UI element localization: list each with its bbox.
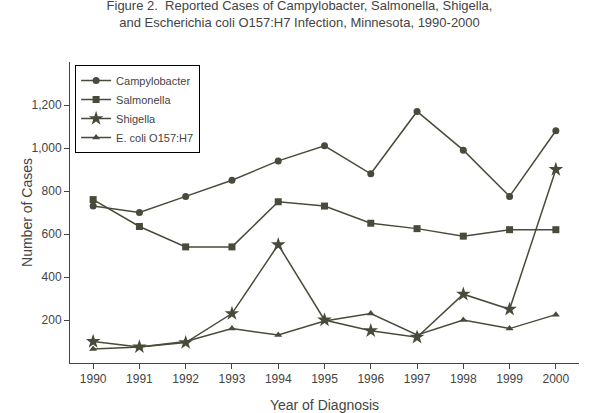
- svg-text:2000: 2000: [543, 372, 570, 386]
- svg-text:1996: 1996: [357, 372, 384, 386]
- svg-text:Year of Diagnosis: Year of Diagnosis: [270, 397, 379, 413]
- svg-text:Shigella: Shigella: [116, 113, 156, 125]
- svg-text:1990: 1990: [80, 372, 107, 386]
- svg-text:600: 600: [42, 227, 62, 241]
- svg-text:1991: 1991: [126, 372, 153, 386]
- svg-text:Figure 2. Reported Cases of C: Figure 2. Reported Cases of Campylobacte…: [107, 0, 493, 30]
- svg-text:1,000: 1,000: [32, 141, 62, 155]
- svg-text:800: 800: [42, 184, 62, 198]
- svg-text:200: 200: [42, 313, 62, 327]
- svg-text:400: 400: [42, 270, 62, 284]
- svg-text:1994: 1994: [265, 372, 292, 386]
- svg-text:1993: 1993: [219, 372, 246, 386]
- svg-text:Salmonella: Salmonella: [116, 94, 171, 106]
- svg-text:1999: 1999: [496, 372, 523, 386]
- svg-text:E. coli O157:H7: E. coli O157:H7: [116, 132, 193, 144]
- svg-text:1,200: 1,200: [32, 98, 62, 112]
- svg-text:1998: 1998: [450, 372, 477, 386]
- svg-text:1992: 1992: [172, 372, 199, 386]
- svg-text:Campylobacter: Campylobacter: [116, 75, 190, 87]
- svg-text:Number of Cases: Number of Cases: [19, 158, 35, 267]
- svg-text:1997: 1997: [404, 372, 431, 386]
- svg-text:1995: 1995: [311, 372, 338, 386]
